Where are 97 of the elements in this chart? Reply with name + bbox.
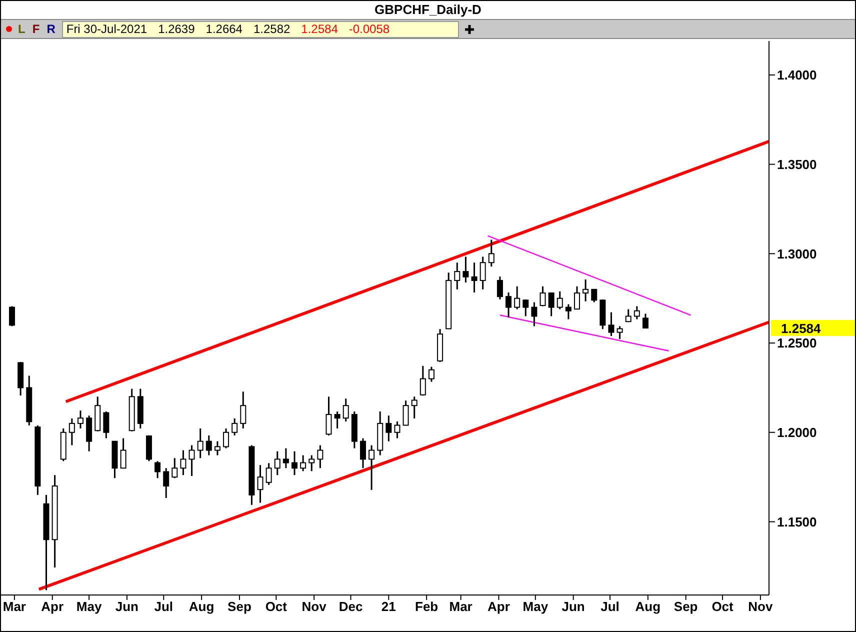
- candlestick: [454, 262, 460, 290]
- y-tick-label: 1.2000: [777, 424, 817, 440]
- x-tick-label: Oct: [265, 599, 288, 614]
- x-tick-label: Feb: [415, 599, 438, 614]
- y-tick-label: 1.3500: [777, 156, 817, 172]
- y-tick-label: 1.3000: [777, 246, 817, 262]
- candlestick: [206, 434, 212, 456]
- candlestick: [514, 286, 520, 310]
- candlestick: [616, 325, 623, 340]
- candlestick: [214, 440, 220, 456]
- x-tick-label: Jul: [600, 599, 620, 614]
- candlestick: [591, 288, 598, 304]
- x-tick-label: Oct: [712, 599, 734, 614]
- x-tick-label: Nov: [302, 599, 328, 614]
- candlestick: [574, 286, 580, 310]
- candlestick: [257, 464, 264, 504]
- y-tick-label: 1.4000: [777, 68, 817, 83]
- x-tick-label: Nov: [748, 599, 774, 614]
- candlestick: [326, 396, 332, 436]
- candlestick: [300, 454, 306, 472]
- candlestick: [634, 305, 640, 320]
- candlestick: [172, 457, 178, 479]
- candlestick: [292, 450, 298, 476]
- x-tick-label: Mar: [449, 599, 472, 614]
- candlestick: [386, 414, 392, 442]
- candlestick: [480, 256, 486, 290]
- text: 1.2582: [253, 22, 290, 36]
- x-tick-label: Apr: [41, 599, 64, 614]
- candlestick: [540, 286, 546, 307]
- candlestick: [274, 450, 280, 476]
- candlestick: [103, 410, 110, 440]
- candlestick: [582, 278, 589, 302]
- candlestick: [223, 428, 230, 450]
- candlestick: [531, 302, 538, 327]
- x-tick-label: 21: [381, 599, 396, 614]
- candlestick: [308, 454, 315, 472]
- candlestick: [188, 444, 195, 477]
- text: -0.0058: [348, 22, 390, 36]
- x-tick-label: Aug: [188, 599, 214, 614]
- y-tick-label: 1.1500: [777, 514, 817, 530]
- candlestick: [488, 238, 494, 268]
- x-tick-label: Mar: [2, 599, 26, 614]
- candlestick: [428, 366, 434, 383]
- candlestick: [334, 410, 340, 430]
- candlestick: [608, 312, 614, 337]
- text: 1.2664: [206, 22, 242, 36]
- candlestick: [240, 390, 246, 430]
- text: 1.2584: [301, 22, 338, 36]
- candlestick: [565, 303, 572, 320]
- candlestick: [146, 434, 152, 462]
- candlestick: [471, 262, 478, 294]
- chart-title: GBPCHF_Daily-D: [374, 1, 482, 19]
- candlestick: [77, 410, 84, 430]
- x-tick-label: Apr: [488, 599, 510, 614]
- x-tick-label: Aug: [635, 599, 661, 614]
- candlestick: [180, 449, 186, 476]
- candlestick: [462, 256, 469, 284]
- candlestick: [9, 305, 16, 327]
- candlestick: [394, 420, 400, 440]
- candlestick: [522, 298, 529, 317]
- x-tick-label: Jul: [154, 599, 174, 614]
- candlestick: [548, 292, 554, 317]
- candlestick: [368, 444, 375, 491]
- x-tick-label: Sep: [674, 599, 698, 614]
- text: 1.2584: [781, 321, 822, 336]
- candlestick: [506, 292, 512, 318]
- text: F: [32, 22, 40, 36]
- candlestick: [411, 396, 418, 420]
- candlestick: [402, 400, 409, 426]
- x-tick-label: May: [522, 599, 549, 614]
- candlestick: [420, 365, 426, 396]
- x-tick-label: Jun: [115, 599, 139, 614]
- candlestick: [496, 276, 503, 300]
- candlestick: [342, 398, 349, 422]
- text: Fri 30-Jul-2021: [66, 22, 148, 36]
- y-tick-label: 1.2500: [777, 336, 817, 351]
- candlestick: [120, 438, 126, 469]
- candlestick: [154, 460, 161, 479]
- candlestick: [317, 444, 324, 469]
- candlestick: [163, 467, 170, 499]
- candlestick: [232, 418, 238, 436]
- x-tick-label: Sep: [228, 599, 252, 614]
- candlestick: [642, 312, 648, 330]
- candlestick: [282, 448, 289, 469]
- text: R: [46, 22, 56, 36]
- candlestick: [266, 462, 272, 486]
- x-tick-label: May: [76, 599, 102, 614]
- candlestick: [556, 290, 563, 310]
- candlestick: [197, 428, 204, 459]
- x-tick-label: Jun: [562, 599, 585, 614]
- text: L: [18, 22, 26, 36]
- x-tick-label: Dec: [338, 599, 363, 614]
- candlestick: [86, 414, 92, 452]
- candlestick: [625, 308, 632, 323]
- text: 1.2639: [158, 22, 195, 36]
- candlestick: [360, 438, 366, 469]
- candlestick: [68, 418, 75, 446]
